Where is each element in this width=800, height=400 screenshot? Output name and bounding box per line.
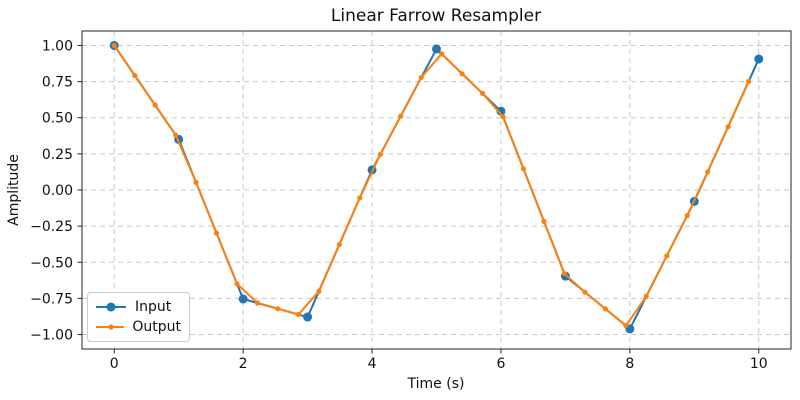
output-data-point [234, 281, 240, 287]
output-data-point [111, 42, 117, 49]
output-data-point [152, 102, 158, 108]
output-data-point [357, 195, 363, 201]
output-data-point [418, 74, 424, 81]
legend-item-input: Input [95, 297, 181, 317]
input-legend-swatch [96, 302, 126, 312]
output-data-point [705, 169, 711, 175]
legend: Input Output [87, 292, 190, 342]
y-tick-label: 0.75 [42, 75, 73, 91]
y-tick-label: 0.25 [42, 147, 73, 163]
output-data-point [132, 72, 138, 78]
output-data-point [213, 230, 220, 236]
output-data-point [459, 71, 465, 77]
output-data-point [561, 271, 568, 277]
x-tick-label: 6 [496, 356, 505, 372]
x-axis-label: Time (s) [407, 376, 465, 392]
y-tick-label: −0.75 [30, 291, 73, 307]
output-data-point [684, 212, 690, 219]
output-data-point [295, 311, 302, 318]
output-data-point [398, 113, 404, 119]
output-data-point [275, 306, 281, 312]
output-data-point [623, 322, 629, 329]
input-legend-marker-icon [106, 302, 116, 312]
output-data-point [500, 114, 506, 120]
y-tick-labels: 1.00 0.75 0.50 0.25 0.00 −0.25 −0.50 −0.75 −1.00 [30, 38, 73, 343]
output-line [113, 44, 750, 327]
x-tick-label: 8 [625, 356, 634, 372]
y-tick-label: 1.00 [42, 38, 73, 54]
output-data-point [582, 289, 588, 295]
legend-label-output: Output [132, 319, 181, 335]
output-data-point [336, 241, 342, 248]
x-tick-label: 2 [239, 356, 248, 372]
output-legend-swatch [96, 324, 125, 330]
y-tick-label: 0.50 [42, 111, 73, 127]
tick-marks [77, 44, 760, 354]
y-tick-label: 0.00 [42, 183, 73, 199]
output-data-point [193, 179, 199, 186]
x-tick-labels: 0 2 4 6 8 10 [110, 356, 768, 372]
y-tick-label: −1.00 [30, 328, 73, 344]
input-data-point [432, 44, 441, 54]
input-data-point [303, 312, 313, 322]
output-data-point [746, 78, 752, 85]
output-data-point [479, 90, 486, 97]
input-data-point [754, 54, 764, 64]
input-series [109, 40, 764, 334]
input-data-point [238, 294, 248, 304]
legend-item-output: Output [95, 317, 181, 337]
x-tick-label: 0 [110, 356, 119, 372]
x-tick-label: 4 [368, 356, 377, 372]
output-data-point [643, 293, 649, 299]
input-line [113, 44, 760, 330]
y-axis-label: Amplitude [6, 154, 22, 226]
output-legend-marker-icon [108, 324, 114, 330]
input-data-point [496, 106, 506, 116]
output-data-point [541, 218, 547, 224]
output-data-point [725, 124, 731, 130]
output-data-point [316, 288, 322, 294]
chart-title: Linear Farrow Resampler [331, 6, 541, 26]
output-data-point [664, 253, 670, 259]
x-tick-label: 10 [750, 356, 768, 372]
output-series [111, 42, 752, 329]
output-data-point [520, 166, 527, 172]
output-data-point [439, 51, 445, 57]
y-tick-label: −0.25 [30, 219, 73, 235]
legend-label-input: Input [135, 299, 172, 315]
output-data-point [377, 151, 383, 158]
output-data-point [602, 306, 608, 312]
output-data-point [254, 300, 261, 306]
output-data-point [173, 132, 179, 138]
y-tick-label: −0.50 [30, 255, 73, 271]
